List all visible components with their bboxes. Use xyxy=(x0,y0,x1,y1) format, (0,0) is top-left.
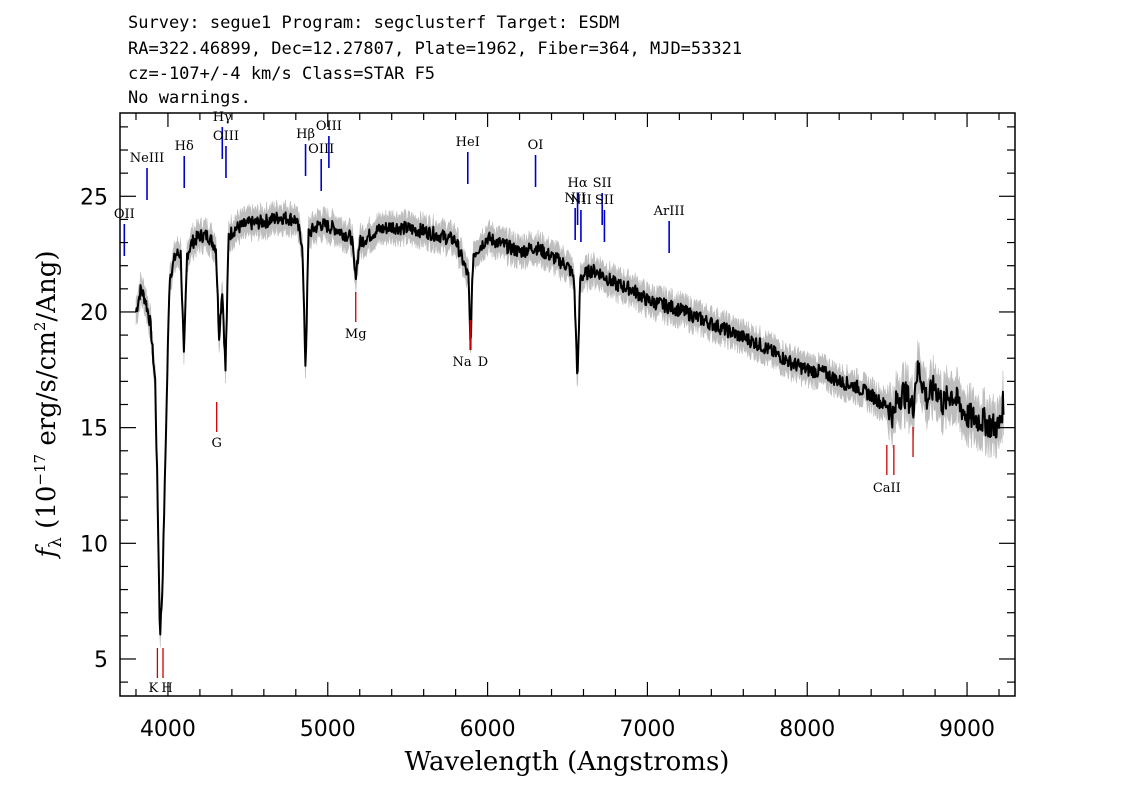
header-line-2: RA=322.46899, Dec=12.27807, Plate=1962, … xyxy=(128,39,742,59)
absorption-line-label: Na xyxy=(452,355,471,370)
emission-line-label: OIII xyxy=(213,129,239,144)
y-axis-title-sub: λ xyxy=(46,537,66,548)
absorption-line-label: K xyxy=(149,681,159,696)
y-axis-title-post: /Ang) xyxy=(32,251,62,322)
emission-line-label: ArIII xyxy=(653,204,685,219)
x-tick-label: 4000 xyxy=(140,717,196,742)
y-axis-title-mid: erg/s/cm xyxy=(32,331,62,454)
header-line-1: Survey: segue1 Program: segclusterf Targ… xyxy=(128,13,619,33)
absorption-line-label: D xyxy=(478,355,488,370)
header-line-3: cz=-107+/-4 km/s Class=STAR F5 xyxy=(128,64,435,84)
x-tick-label: 9000 xyxy=(939,717,995,742)
y-tick-label: 20 xyxy=(80,301,108,326)
emission-line-label: OIII xyxy=(316,119,342,134)
emission-line-label: NII xyxy=(570,193,592,208)
flux-line xyxy=(135,211,1005,636)
x-tick-label: 5000 xyxy=(300,717,356,742)
flux-layer xyxy=(135,211,1005,636)
y-tick-label: 25 xyxy=(80,185,108,210)
emission-line-label: OI xyxy=(528,138,544,153)
error-band-layer xyxy=(135,199,1004,648)
x-tick-label: 8000 xyxy=(779,717,835,742)
error-band xyxy=(135,199,1004,648)
y-tick-label: 15 xyxy=(80,417,108,442)
x-tick-label: 6000 xyxy=(460,717,516,742)
emission-line-label: Hγ xyxy=(213,110,232,125)
y-tick-label: 10 xyxy=(80,532,108,557)
y-axis-title-exp1: −17 xyxy=(31,454,49,486)
absorption-line-label: CaII xyxy=(873,481,901,496)
emission-line-label: Hβ xyxy=(296,127,315,142)
y-axis-title-pre: (10 xyxy=(32,486,62,538)
ticks-layer: 4000 5000 6000 7000 8000 9000 5 10 15 20 25 xyxy=(80,113,1015,742)
x-axis-title: Wavelength (Angstroms) xyxy=(405,747,730,777)
emission-line-label: SII xyxy=(593,176,612,191)
emission-line-label: NII xyxy=(564,191,586,206)
emission-line-label: OIII xyxy=(308,142,334,157)
emission-line-label: Hδ xyxy=(175,139,194,154)
emission-line-label: OII xyxy=(114,207,135,222)
emission-line-label: NeIII xyxy=(130,151,164,166)
y-axis-title-exp2: 2 xyxy=(31,322,49,332)
emission-line-label: HeI xyxy=(456,135,480,150)
emission-line-label: SII xyxy=(595,193,614,208)
emission-line-label: Hα xyxy=(568,176,588,191)
y-axis-title: fλ (10−17 erg/s/cm2/Ang) xyxy=(31,251,66,560)
absorption-line-label: G xyxy=(211,436,221,451)
y-tick-label: 5 xyxy=(94,648,108,673)
x-tick-label: 7000 xyxy=(619,717,675,742)
header-line-4: No warnings. xyxy=(128,88,251,108)
absorption-line-label: Mg xyxy=(345,327,367,342)
absorption-line-label: H xyxy=(161,681,172,696)
